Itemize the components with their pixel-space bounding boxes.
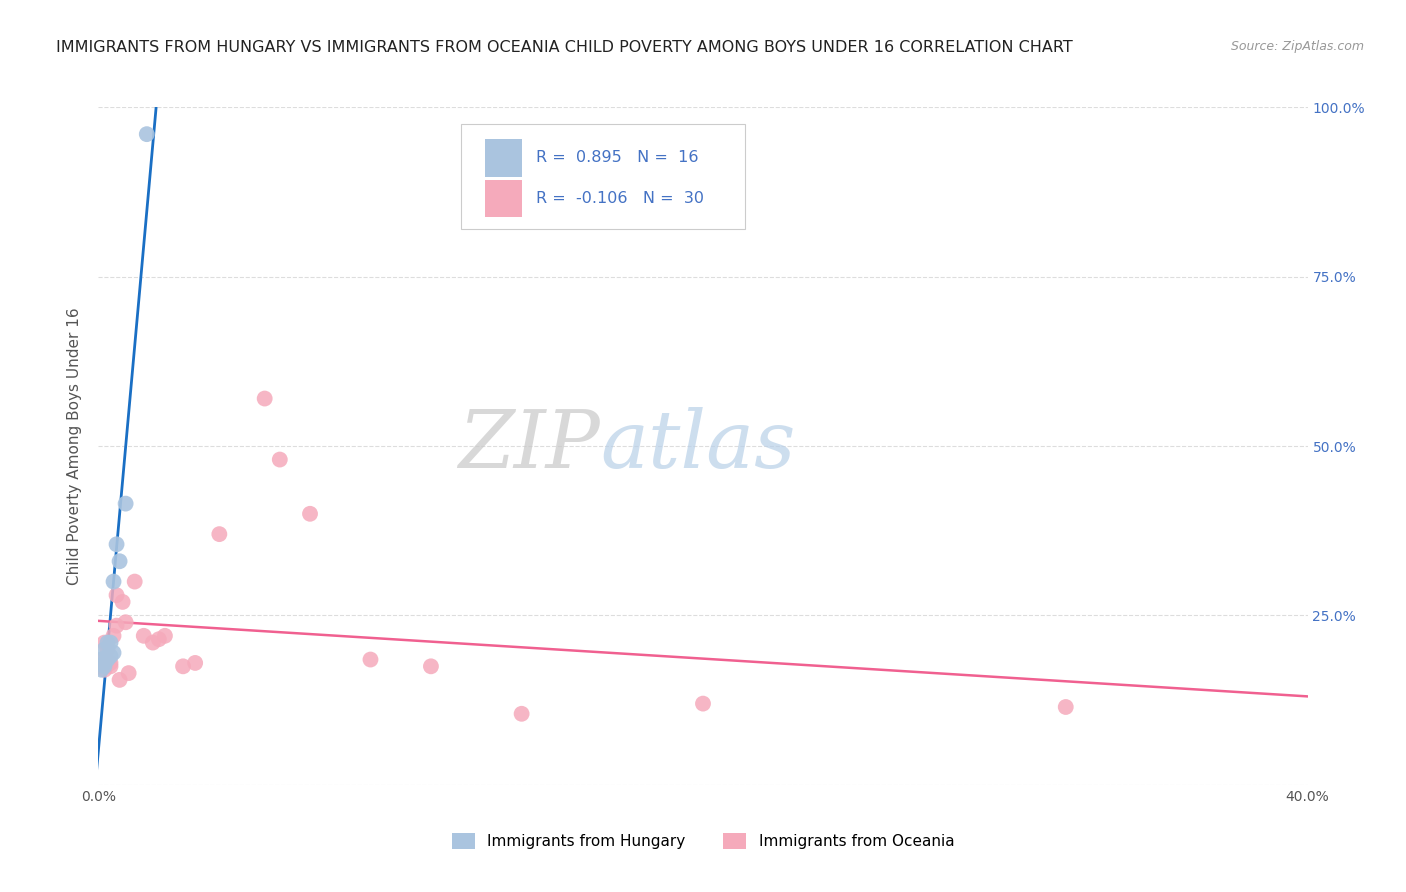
Point — [103, 574, 125, 589]
Point — [420, 659, 443, 673]
Point — [100, 649, 122, 664]
Point — [142, 635, 165, 649]
Text: R =  -0.106   N =  30: R = -0.106 N = 30 — [536, 191, 704, 206]
Legend: Immigrants from Hungary, Immigrants from Oceania: Immigrants from Hungary, Immigrants from… — [446, 827, 960, 855]
Point — [105, 588, 128, 602]
Text: R =  0.895   N =  16: R = 0.895 N = 16 — [536, 151, 699, 165]
Bar — [485, 180, 522, 218]
Text: Source: ZipAtlas.com: Source: ZipAtlas.com — [1230, 40, 1364, 54]
FancyBboxPatch shape — [461, 124, 745, 229]
Point — [172, 659, 194, 673]
Point — [153, 629, 176, 643]
Point — [114, 497, 136, 511]
Point — [299, 507, 322, 521]
Point — [93, 656, 115, 670]
Y-axis label: Child Poverty Among Boys Under 16: Child Poverty Among Boys Under 16 — [67, 307, 83, 585]
Point — [96, 642, 118, 657]
Point — [132, 629, 155, 643]
Point — [208, 527, 231, 541]
Point — [510, 706, 533, 721]
Point — [184, 656, 207, 670]
Point — [90, 652, 112, 666]
Point — [93, 642, 115, 657]
Point — [1054, 700, 1077, 714]
Point — [108, 554, 131, 568]
Point — [360, 652, 382, 666]
Point — [96, 649, 118, 664]
Point — [100, 656, 122, 670]
Point — [93, 635, 115, 649]
Point — [100, 635, 122, 649]
Point — [108, 673, 131, 687]
Point — [269, 452, 291, 467]
Point — [124, 574, 146, 589]
Point — [103, 629, 125, 643]
Point — [93, 663, 115, 677]
Text: IMMIGRANTS FROM HUNGARY VS IMMIGRANTS FROM OCEANIA CHILD POVERTY AMONG BOYS UNDE: IMMIGRANTS FROM HUNGARY VS IMMIGRANTS FR… — [56, 40, 1073, 55]
Point — [103, 646, 125, 660]
Point — [90, 663, 112, 677]
Point — [148, 632, 170, 647]
Text: ZIP: ZIP — [458, 408, 600, 484]
Point — [96, 635, 118, 649]
Point — [90, 652, 112, 666]
Text: atlas: atlas — [600, 408, 796, 484]
Point — [135, 127, 157, 141]
Point — [105, 537, 128, 551]
Point — [692, 697, 714, 711]
Point — [114, 615, 136, 630]
Point — [96, 652, 118, 666]
Point — [253, 392, 276, 406]
Point — [111, 595, 134, 609]
Point — [105, 618, 128, 632]
Bar — [485, 139, 522, 177]
Point — [93, 659, 115, 673]
Point — [118, 666, 141, 681]
Point — [90, 659, 112, 673]
Point — [100, 659, 122, 673]
